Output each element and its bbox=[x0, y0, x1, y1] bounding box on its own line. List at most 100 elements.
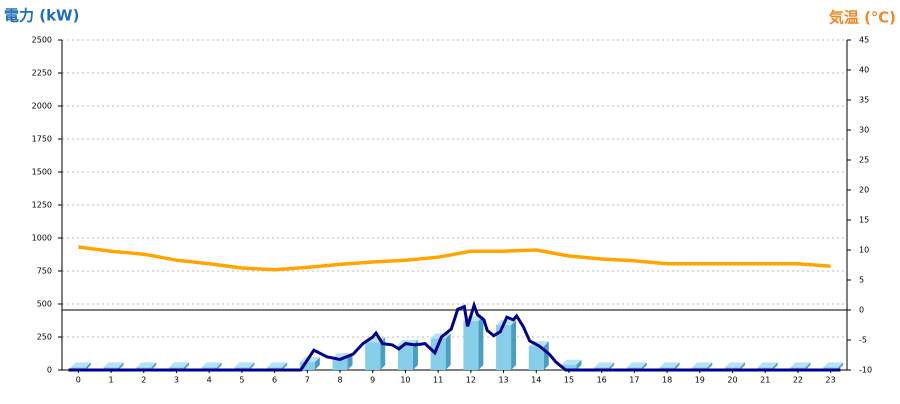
y-tick-label: 1750 bbox=[32, 135, 52, 144]
x-tick-label: 10 bbox=[400, 376, 410, 385]
x-tick-label: 1 bbox=[109, 376, 114, 385]
bar-side bbox=[282, 362, 288, 370]
bar-side bbox=[478, 316, 484, 370]
bar-top bbox=[267, 362, 288, 368]
bar-side bbox=[151, 362, 157, 370]
y-tick-label: 1000 bbox=[32, 234, 52, 243]
bar-top bbox=[103, 362, 124, 368]
temperature-line bbox=[78, 245, 831, 272]
bar bbox=[496, 325, 512, 370]
y2-tick-label: 30 bbox=[859, 126, 869, 135]
y2-tick-label: 40 bbox=[859, 66, 869, 75]
bar-top bbox=[201, 362, 222, 368]
y2-tick-label: -5 bbox=[859, 336, 867, 345]
bar-top bbox=[299, 357, 320, 363]
y-tick-label: 2250 bbox=[32, 69, 52, 78]
bar-side bbox=[511, 320, 517, 370]
bar-side bbox=[576, 359, 582, 370]
bar-side bbox=[314, 357, 320, 370]
x-tick-label: 21 bbox=[760, 376, 770, 385]
x-tick-label: 23 bbox=[826, 376, 836, 385]
x-tick-label: 4 bbox=[207, 376, 212, 385]
x-tick-label: 2 bbox=[141, 376, 146, 385]
bar-side bbox=[183, 362, 189, 370]
x-tick-label: 6 bbox=[272, 376, 277, 385]
y2-tick-label: 20 bbox=[859, 186, 869, 195]
y-tick-label: 1500 bbox=[32, 168, 52, 177]
y-tick-label: 0 bbox=[47, 366, 52, 375]
y-tick-label: 2000 bbox=[32, 102, 52, 111]
bar-side bbox=[674, 362, 680, 370]
y2-tick-label: 25 bbox=[859, 156, 869, 165]
x-tick-label: 20 bbox=[727, 376, 737, 385]
y-tick-label: 500 bbox=[37, 300, 52, 309]
y2-tick-label: 35 bbox=[859, 96, 869, 105]
y2-tick-label: 0 bbox=[859, 306, 864, 315]
bar-top bbox=[136, 362, 157, 368]
bar bbox=[365, 342, 381, 370]
bar-top bbox=[168, 362, 189, 368]
bar-side bbox=[380, 337, 386, 370]
bar-side bbox=[543, 341, 549, 370]
y-tick-label: 250 bbox=[37, 333, 52, 342]
bar-top bbox=[234, 362, 255, 368]
bar-top bbox=[594, 362, 615, 368]
bar-side bbox=[805, 362, 811, 370]
x-tick-label: 15 bbox=[564, 376, 574, 385]
bar-side bbox=[85, 362, 91, 370]
bar bbox=[561, 364, 577, 370]
bar-top bbox=[496, 320, 517, 326]
x-tick-label: 5 bbox=[239, 376, 244, 385]
y-tick-label: 2500 bbox=[32, 36, 52, 45]
y2-tick-label: -10 bbox=[859, 366, 872, 375]
x-tick-label: 8 bbox=[337, 376, 342, 385]
x-tick-label: 12 bbox=[466, 376, 476, 385]
bar-top bbox=[561, 359, 582, 365]
bar-side bbox=[249, 362, 255, 370]
y-axis-title: 電力 (kW) bbox=[4, 7, 79, 25]
bar-side bbox=[445, 333, 451, 370]
y2-tick-label: 5 bbox=[859, 276, 864, 285]
bar-top bbox=[70, 362, 91, 368]
x-tick-label: 3 bbox=[174, 376, 179, 385]
bar-top bbox=[725, 362, 746, 368]
bar-top bbox=[626, 362, 647, 368]
x-tick-label: 22 bbox=[793, 376, 803, 385]
y2-tick-label: 10 bbox=[859, 246, 869, 255]
bar-side bbox=[216, 362, 222, 370]
y2-tick-label: 45 bbox=[859, 36, 869, 45]
bar-top bbox=[659, 362, 680, 368]
power-line bbox=[68, 300, 841, 372]
y2-axis-title: 気温 (℃) bbox=[829, 9, 896, 27]
bar bbox=[299, 362, 315, 370]
x-tick-label: 0 bbox=[76, 376, 81, 385]
bar bbox=[430, 338, 446, 370]
x-tick-label: 16 bbox=[597, 376, 607, 385]
bar-side bbox=[772, 362, 778, 370]
x-tick-label: 11 bbox=[433, 376, 443, 385]
bar bbox=[463, 321, 479, 370]
bar-side bbox=[412, 339, 418, 370]
x-tick-label: 13 bbox=[498, 376, 508, 385]
x-tick-label: 18 bbox=[662, 376, 672, 385]
bar-top bbox=[757, 362, 778, 368]
x-tick-label: 9 bbox=[370, 376, 375, 385]
x-tick-label: 17 bbox=[629, 376, 639, 385]
bar-top bbox=[790, 362, 811, 368]
bar-side bbox=[118, 362, 124, 370]
bar-side bbox=[641, 362, 647, 370]
bar bbox=[528, 346, 544, 370]
bar-top bbox=[692, 362, 713, 368]
y-tick-label: 1250 bbox=[32, 201, 52, 210]
bar bbox=[397, 344, 413, 370]
x-tick-label: 7 bbox=[305, 376, 310, 385]
bar-side bbox=[609, 362, 615, 370]
x-tick-label: 19 bbox=[695, 376, 705, 385]
bar-side bbox=[707, 362, 713, 370]
bar-side bbox=[838, 362, 844, 370]
bar bbox=[332, 358, 348, 370]
bar-top bbox=[823, 362, 844, 368]
x-tick-label: 14 bbox=[531, 376, 541, 385]
bar-side bbox=[740, 362, 746, 370]
